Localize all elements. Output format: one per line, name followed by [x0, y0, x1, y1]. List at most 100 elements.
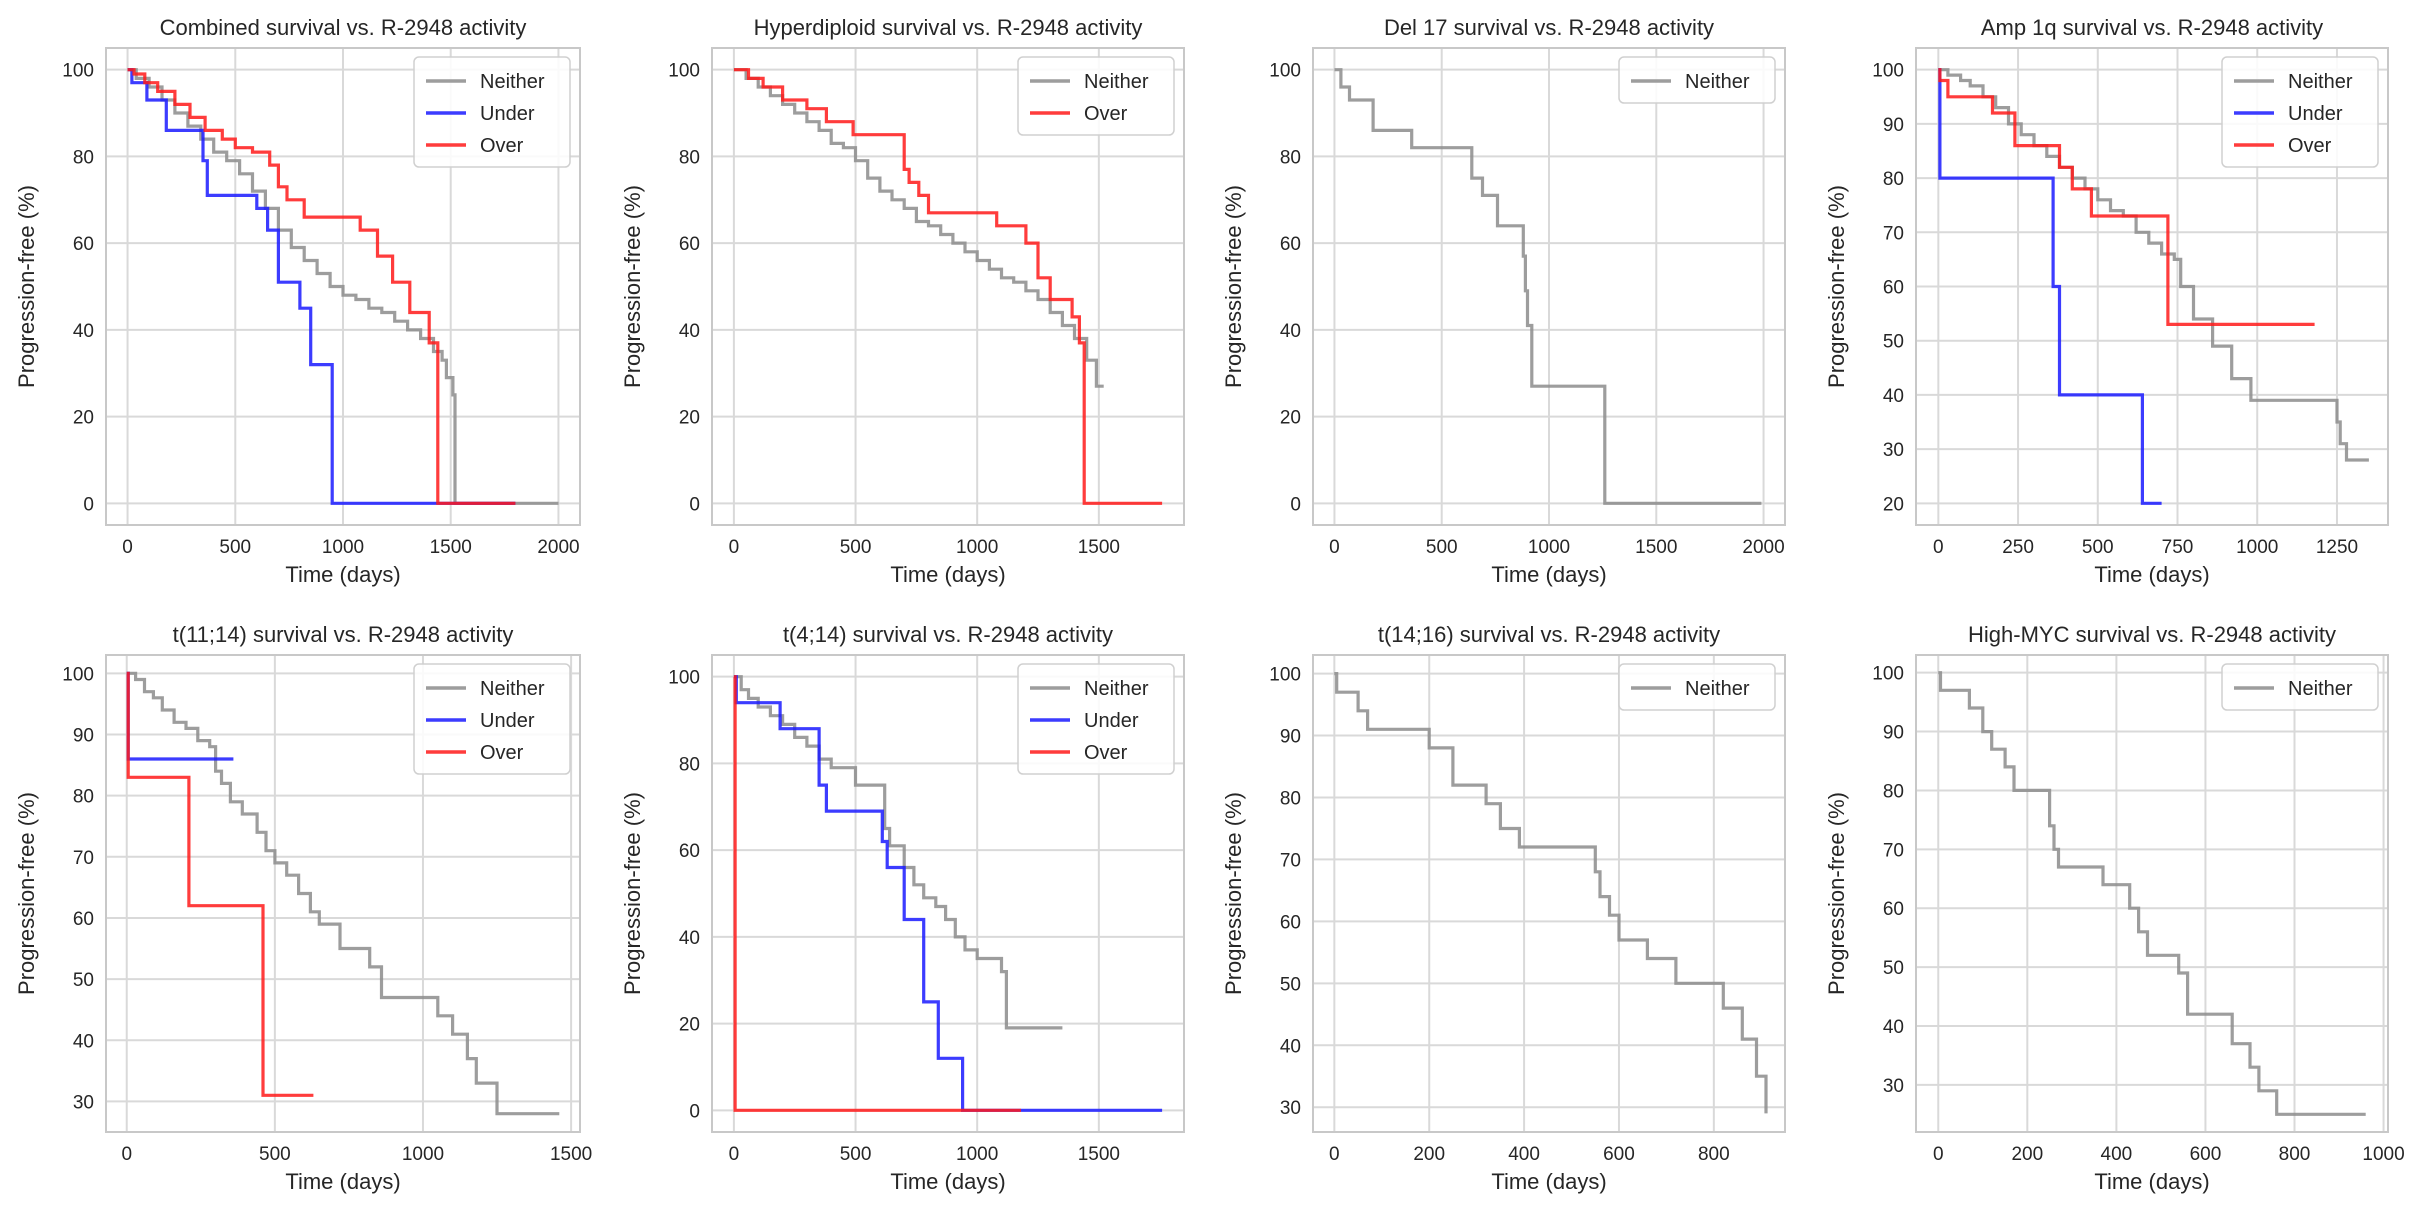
- legend-box: [1618, 56, 1776, 104]
- y-axis-label: Progression-free (%): [1824, 185, 1849, 388]
- y-tick-label: 40: [1280, 321, 1301, 342]
- chart-title: t(14;16) survival vs. R-2948 activity: [1378, 622, 1720, 647]
- x-tick-label: 800: [2279, 1144, 2311, 1165]
- series-line-under: [1938, 68, 2162, 505]
- x-tick-label: 200: [1413, 1144, 1445, 1165]
- y-tick-label: 40: [1883, 1017, 1904, 1038]
- series-line-over: [733, 68, 1163, 505]
- y-tick-label: 20: [679, 408, 700, 429]
- legend-label-under: Under: [1084, 710, 1139, 732]
- x-axis-label: Time (days): [285, 1169, 400, 1194]
- y-tick-label: 0: [689, 494, 700, 515]
- x-tick-label: 500: [840, 1144, 872, 1165]
- y-tick-label: 50: [1883, 958, 1904, 979]
- y-tick-label: 60: [679, 234, 700, 255]
- legend-box: [2221, 56, 2379, 168]
- legend-label-over: Over: [2288, 135, 2332, 157]
- y-tick-label: 70: [1883, 223, 1904, 244]
- legend-label-over: Over: [480, 742, 524, 764]
- series-line-neither: [733, 68, 1104, 388]
- y-tick-label: 80: [73, 787, 94, 808]
- y-axis-label: Progression-free (%): [1221, 792, 1246, 995]
- y-tick-label: 80: [1883, 169, 1904, 190]
- y-tick-label: 60: [1883, 278, 1904, 299]
- x-tick-label: 1500: [550, 1144, 592, 1165]
- chart-panel-5: 0 500 1000 1500 0 20 40 60 80 100 t(4;14) survival…: [620, 622, 1185, 1194]
- y-tick-label: 70: [1280, 850, 1301, 871]
- legend-label-neither: Neither: [1685, 678, 1750, 700]
- y-tick-label: 50: [1883, 332, 1904, 353]
- y-tick-label: 20: [1883, 494, 1904, 515]
- legend-label-neither: Neither: [1084, 71, 1149, 93]
- x-tick-label: 750: [2162, 537, 2194, 558]
- legend-label-over: Over: [1084, 103, 1128, 125]
- x-tick-label: 500: [1426, 537, 1458, 558]
- chart-panel-4: 0 500 1000 1500 30 40 50 60 70 80 90 100 t(11;14) su…: [14, 622, 592, 1194]
- series-line-neither: [1334, 68, 1762, 505]
- x-tick-label: 800: [1698, 1144, 1730, 1165]
- x-tick-label: 1500: [430, 537, 472, 558]
- y-tick-label: 20: [1280, 408, 1301, 429]
- chart-title: Hyperdiploid survival vs. R-2948 activit…: [754, 15, 1143, 40]
- plot-frame: [1915, 654, 2389, 1133]
- y-tick-label: 0: [83, 494, 94, 515]
- series-line-under: [733, 675, 1163, 1112]
- y-tick-label: 20: [679, 1015, 700, 1036]
- y-axis-label: Progression-free (%): [620, 185, 645, 388]
- y-tick-label: 90: [73, 726, 94, 747]
- legend-box: [413, 663, 571, 775]
- x-tick-label: 0: [1329, 537, 1340, 558]
- y-tick-label: 100: [62, 61, 94, 82]
- y-tick-label: 100: [62, 664, 94, 685]
- x-tick-label: 600: [1603, 1144, 1635, 1165]
- series-line-over: [733, 675, 1021, 1112]
- series-line-over: [126, 671, 314, 1097]
- x-tick-label: 0: [121, 1144, 132, 1165]
- chart-title: t(4;14) survival vs. R-2948 activity: [783, 622, 1113, 647]
- chart-panel-6: 0 200 400 600 800 30 40 50 60 70 80 90 100 t(14;16) s…: [1221, 622, 1786, 1194]
- chart-title: Del 17 survival vs. R-2948 activity: [1384, 15, 1714, 40]
- y-tick-label: 60: [73, 909, 94, 930]
- y-tick-label: 60: [1280, 912, 1301, 933]
- x-tick-label: 0: [122, 537, 133, 558]
- y-tick-label: 40: [73, 1031, 94, 1052]
- x-tick-label: 500: [259, 1144, 291, 1165]
- x-tick-label: 400: [1508, 1144, 1540, 1165]
- x-tick-label: 2000: [1742, 537, 1784, 558]
- y-tick-label: 60: [1883, 899, 1904, 920]
- plot-frame: [1915, 47, 2389, 526]
- y-tick-label: 70: [73, 848, 94, 869]
- x-tick-label: 500: [2082, 537, 2114, 558]
- y-tick-label: 30: [73, 1092, 94, 1113]
- y-tick-label: 0: [689, 1101, 700, 1122]
- legend-label-under: Under: [480, 710, 535, 732]
- x-tick-label: 1000: [402, 1144, 444, 1165]
- legend-box: [413, 56, 571, 168]
- legend-box: [1017, 56, 1175, 136]
- y-tick-label: 30: [1883, 1076, 1904, 1097]
- legend-label-neither: Neither: [480, 71, 545, 93]
- x-tick-label: 1000: [1528, 537, 1570, 558]
- series-line-over: [127, 68, 516, 505]
- x-axis-label: Time (days): [1491, 562, 1606, 587]
- x-tick-label: 1500: [1635, 537, 1677, 558]
- x-axis-label: Time (days): [890, 1169, 1005, 1194]
- y-tick-label: 100: [1872, 664, 1904, 685]
- plot-frame: [105, 47, 581, 526]
- series-line-under: [126, 671, 234, 761]
- plot-frame: [711, 47, 1185, 526]
- y-tick-label: 80: [73, 147, 94, 168]
- x-tick-label: 200: [2011, 1144, 2043, 1165]
- x-tick-label: 1500: [1078, 537, 1120, 558]
- legend-box: [1618, 663, 1776, 711]
- series-line-neither: [1938, 671, 2366, 1116]
- y-tick-label: 80: [1280, 788, 1301, 809]
- legend-box: [2221, 663, 2379, 711]
- y-tick-label: 40: [679, 928, 700, 949]
- plot-frame: [105, 654, 581, 1133]
- series-line-under: [127, 68, 516, 505]
- y-tick-label: 100: [1872, 61, 1904, 82]
- x-tick-label: 250: [2002, 537, 2034, 558]
- legend-label-over: Over: [1084, 742, 1128, 764]
